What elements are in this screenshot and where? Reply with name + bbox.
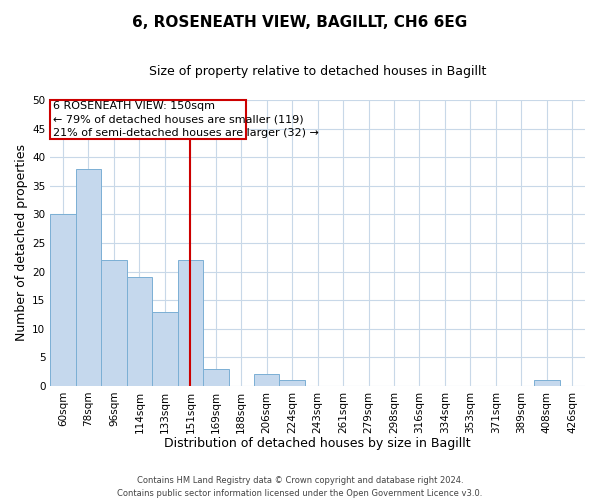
Bar xyxy=(534,380,560,386)
Bar xyxy=(101,260,127,386)
Bar xyxy=(178,260,203,386)
Bar xyxy=(127,277,152,386)
Title: Size of property relative to detached houses in Bagillt: Size of property relative to detached ho… xyxy=(149,65,487,78)
Bar xyxy=(76,168,101,386)
X-axis label: Distribution of detached houses by size in Bagillt: Distribution of detached houses by size … xyxy=(164,437,471,450)
Bar xyxy=(152,312,178,386)
Bar xyxy=(254,374,280,386)
Bar xyxy=(50,214,76,386)
Text: Contains HM Land Registry data © Crown copyright and database right 2024.
Contai: Contains HM Land Registry data © Crown c… xyxy=(118,476,482,498)
Bar xyxy=(280,380,305,386)
Y-axis label: Number of detached properties: Number of detached properties xyxy=(15,144,28,342)
Text: 6 ROSENEATH VIEW: 150sqm
← 79% of detached houses are smaller (119)
21% of semi-: 6 ROSENEATH VIEW: 150sqm ← 79% of detach… xyxy=(53,102,319,138)
Text: 6, ROSENEATH VIEW, BAGILLT, CH6 6EG: 6, ROSENEATH VIEW, BAGILLT, CH6 6EG xyxy=(133,15,467,30)
FancyBboxPatch shape xyxy=(50,100,247,139)
Bar xyxy=(203,368,229,386)
